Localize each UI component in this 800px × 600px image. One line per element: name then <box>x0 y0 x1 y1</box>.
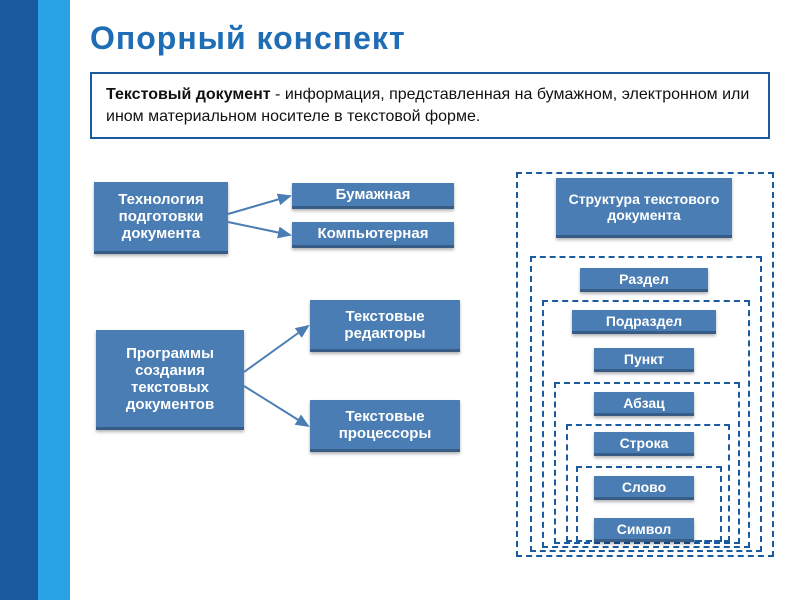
node-stroka: Строка <box>594 432 694 456</box>
node-razdel: Раздел <box>580 268 708 292</box>
node-comp: Компьютерная <box>292 222 454 248</box>
node-abzac: Абзац <box>594 392 694 416</box>
node-prog: Программы создания текстовых документов <box>96 330 244 430</box>
left-accent-stripe <box>0 0 70 600</box>
node-slovo: Слово <box>594 476 694 500</box>
arrow-0 <box>228 196 290 214</box>
definition-term: Текстовый документ <box>106 86 271 103</box>
definition-box: Текстовый документ - информация, предста… <box>90 72 770 139</box>
stripe-light <box>38 0 70 600</box>
stripe-dark <box>0 0 38 600</box>
node-paper: Бумажная <box>292 183 454 209</box>
arrow-2 <box>244 326 308 372</box>
arrow-1 <box>228 222 290 235</box>
node-proc: Текстовые процессоры <box>310 400 460 452</box>
node-simvol: Символ <box>594 518 694 542</box>
node-podrazdel: Подраздел <box>572 310 716 334</box>
node-tech: Технология подготовки документа <box>94 182 228 254</box>
node-editors: Текстовые редакторы <box>310 300 460 352</box>
page-title: Опорный конспект <box>90 20 406 57</box>
node-punkt: Пункт <box>594 348 694 372</box>
node-struct: Структура текстового документа <box>556 178 732 238</box>
arrow-3 <box>244 386 308 426</box>
